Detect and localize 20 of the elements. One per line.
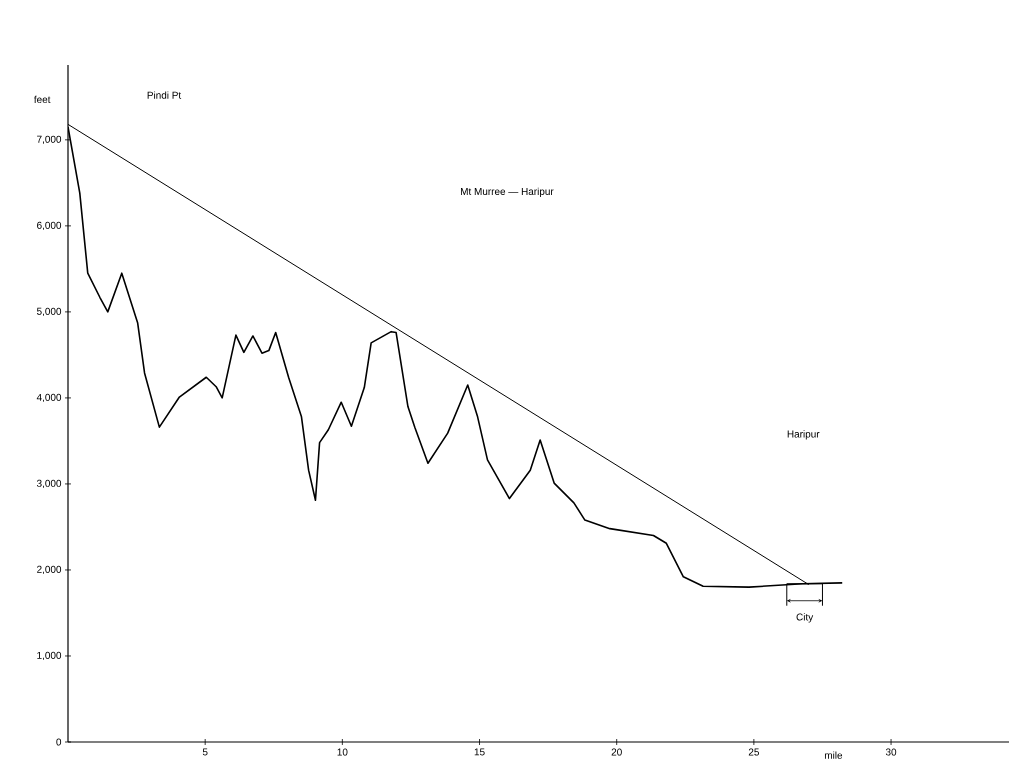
x-tick-label: 25 bbox=[748, 748, 759, 756]
annotation: Haripur bbox=[787, 430, 820, 440]
x-tick-label: 15 bbox=[474, 748, 485, 756]
y-axis-title: feet bbox=[34, 95, 51, 104]
y-tick-label: 3,000 bbox=[36, 479, 62, 489]
text: Mt Murree — Haripur bbox=[460, 187, 554, 197]
annotation: City bbox=[796, 613, 814, 623]
y-tick-label: 1,000 bbox=[37, 651, 62, 661]
x-tick-label: 20 bbox=[611, 748, 622, 756]
y-tick-label: 5,000 bbox=[36, 307, 62, 317]
y-tick-label: 4,000 bbox=[36, 393, 62, 403]
x-axis-title: mile bbox=[824, 751, 843, 759]
x-tick-label: 30 bbox=[885, 748, 897, 756]
y-tick-label: 0 bbox=[56, 738, 62, 746]
x-tick-label: 5 bbox=[202, 748, 208, 756]
y-tick-label: 6,000 bbox=[37, 221, 62, 230]
y-tick-label: 2,000 bbox=[37, 565, 62, 575]
annotation: Pindi Pt bbox=[147, 91, 182, 99]
x-tick-label: 10 bbox=[337, 748, 348, 756]
y-tick-label: 7,000 bbox=[37, 135, 62, 144]
